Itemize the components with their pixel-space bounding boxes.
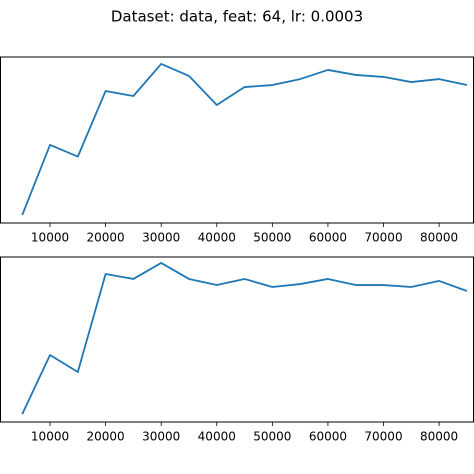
x-tick-label: 20000 [87,430,125,444]
series-line [21,63,468,216]
x-tick-label: 20000 [87,231,125,245]
x-tick-label: 30000 [142,430,180,444]
x-tick-label: 70000 [364,231,402,245]
x-tick-label: 60000 [309,430,347,444]
series-line [21,262,468,415]
x-tick-label: 40000 [198,430,236,444]
x-tick-label: 50000 [253,430,291,444]
axes-frame [0,56,474,224]
x-tick-label: 70000 [364,430,402,444]
x-tick-label: 80000 [420,231,458,245]
axes-frame [0,256,474,423]
figure-title: Dataset: data, feat: 64, lr: 0.0003 [111,8,363,26]
x-tick-label: 80000 [420,430,458,444]
x-tick-label: 10000 [31,231,69,245]
x-tick-label: 10000 [31,430,69,444]
x-tick-label: 50000 [253,231,291,245]
x-tick-label: 30000 [142,231,180,245]
x-tick-label: 40000 [198,231,236,245]
x-tick-label: 60000 [309,231,347,245]
